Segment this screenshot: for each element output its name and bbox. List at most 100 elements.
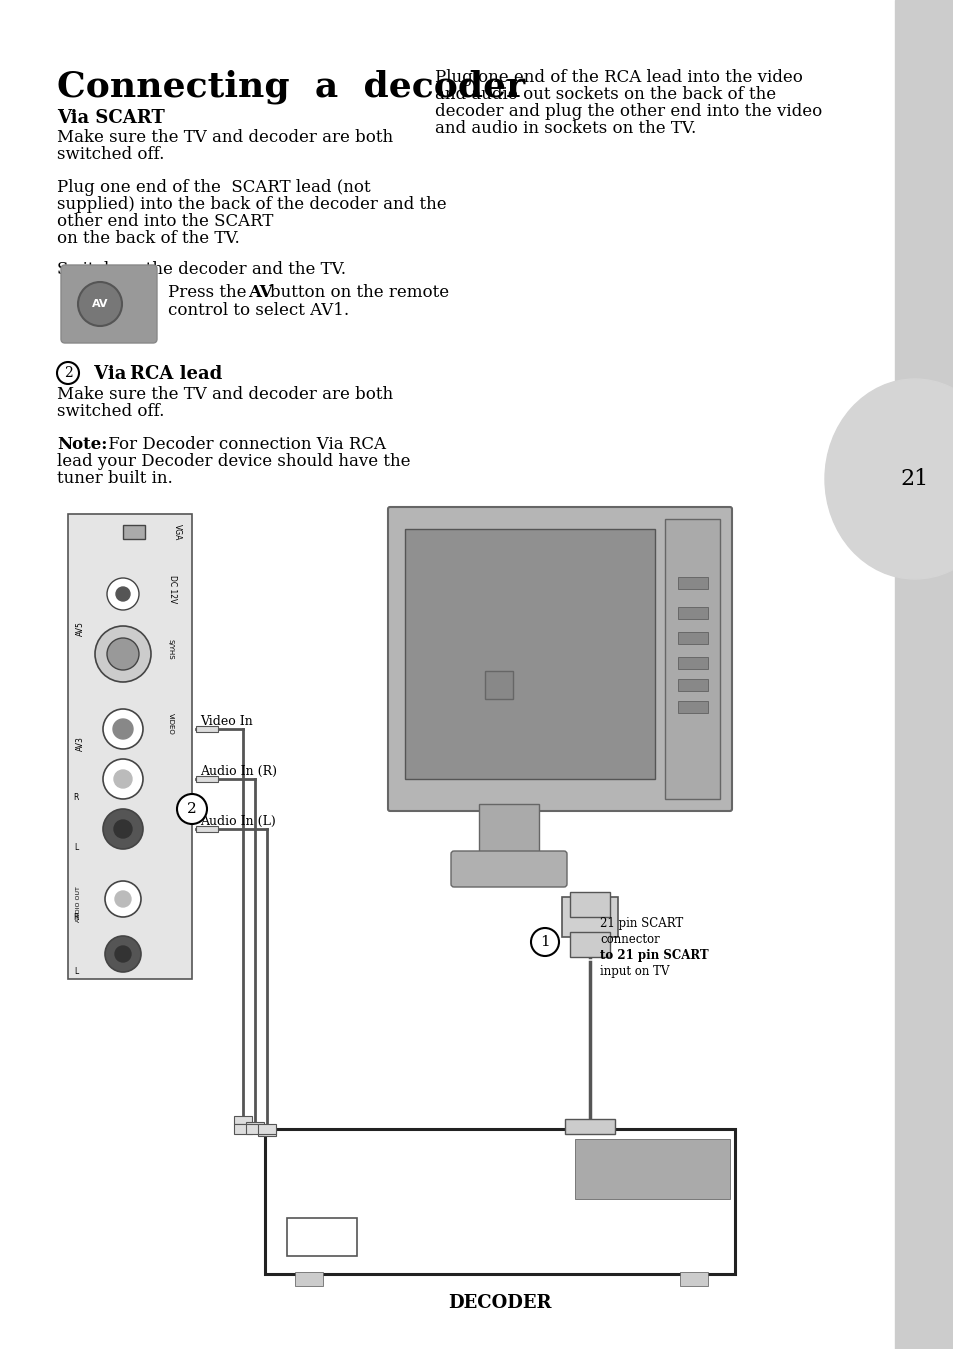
Circle shape [103,759,143,799]
Text: Note:: Note: [57,436,108,453]
Bar [195,726,218,733]
Circle shape [177,795,207,824]
Circle shape [105,881,141,917]
Bar [678,631,707,643]
Bar [678,607,707,619]
Circle shape [103,809,143,849]
FancyBboxPatch shape [388,507,731,811]
Text: Make sure the TV and decoder are both: Make sure the TV and decoder are both [57,130,393,146]
Text: Via: Via [88,366,132,383]
Text: Video In: Video In [200,715,253,728]
Text: tuner built in.: tuner built in. [57,469,172,487]
FancyBboxPatch shape [61,264,157,343]
Text: 21: 21 [900,468,928,490]
Circle shape [113,820,132,838]
Bar [257,1124,275,1135]
Bar [575,1139,729,1199]
Text: AV3: AV3 [76,737,85,751]
Text: L: L [73,843,78,851]
Bar [123,525,145,540]
Circle shape [78,282,122,326]
Circle shape [57,362,79,384]
Bar [678,657,707,669]
Text: button on the remote: button on the remote [270,285,449,301]
Text: switched off.: switched off. [57,403,164,420]
Bar [405,529,655,778]
Text: 2: 2 [187,803,196,816]
Text: AV: AV [91,299,108,309]
Text: to 21 pin SCART: to 21 pin SCART [599,948,708,962]
Bar [478,804,538,859]
Bar [678,577,707,590]
Text: control to select AV1.: control to select AV1. [168,302,349,318]
Bar [484,670,513,699]
Text: lead your Decoder device should have the: lead your Decoder device should have the [57,453,410,469]
Bar [265,1129,734,1273]
Text: R: R [73,792,78,801]
Text: Switch on the decoder and the TV.: Switch on the decoder and the TV. [57,260,346,278]
Text: switched off.: switched off. [57,146,164,163]
Text: Audio In (R): Audio In (R) [200,765,276,778]
Text: and audio out sockets on the back of the: and audio out sockets on the back of the [435,86,776,103]
Bar [678,679,707,691]
Text: RCA lead: RCA lead [130,366,222,383]
Text: on the back of the TV.: on the back of the TV. [57,229,239,247]
Bar [679,1272,707,1286]
Bar [195,826,218,832]
Bar [233,1124,252,1135]
Circle shape [112,719,132,739]
Text: AV: AV [248,285,273,301]
Text: R: R [73,912,78,921]
Bar [664,519,720,799]
Bar [569,932,609,956]
Text: Via SCART: Via SCART [57,109,165,127]
Bar [294,1272,323,1286]
Text: Connecting  a  decoder: Connecting a decoder [57,69,524,104]
Text: Plug one end of the RCA lead into the video: Plug one end of the RCA lead into the vi… [435,69,802,86]
Text: Plug one end of the  SCART lead (not: Plug one end of the SCART lead (not [57,179,370,196]
Text: VIDEO: VIDEO [168,714,173,735]
Circle shape [116,587,130,602]
Text: Press the: Press the [168,285,252,301]
Ellipse shape [824,379,953,579]
Circle shape [103,710,143,749]
Text: VGA: VGA [172,523,182,541]
Bar [678,701,707,714]
Circle shape [113,770,132,788]
Bar [257,1128,275,1136]
Text: decoder and plug the other end into the video: decoder and plug the other end into the … [435,103,821,120]
Text: For Decoder connection Via RCA: For Decoder connection Via RCA [103,436,386,453]
Bar [68,514,192,979]
Bar [233,1116,252,1124]
Text: DC 12V: DC 12V [168,575,177,603]
Text: Audio In (L): Audio In (L) [200,815,275,828]
Circle shape [105,936,141,973]
Circle shape [95,626,151,683]
Text: 2: 2 [64,366,72,380]
Text: and audio in sockets on the TV.: and audio in sockets on the TV. [435,120,696,138]
Text: supplied) into the back of the decoder and the: supplied) into the back of the decoder a… [57,196,446,213]
Text: AV5: AV5 [76,622,85,637]
Text: input on TV: input on TV [599,965,669,978]
Circle shape [107,577,139,610]
Text: 1: 1 [539,935,549,948]
FancyBboxPatch shape [451,851,566,888]
Text: Make sure the TV and decoder are both: Make sure the TV and decoder are both [57,386,393,403]
Text: S/YHS: S/YHS [168,638,173,660]
Circle shape [107,638,139,670]
Text: other end into the SCART: other end into the SCART [57,213,274,229]
Bar [894,0,953,1349]
Circle shape [531,928,558,956]
Text: L: L [73,967,78,977]
Bar [569,892,609,917]
Bar [246,1122,264,1130]
Text: connector: connector [599,934,659,946]
Circle shape [115,890,131,907]
Text: DECODER: DECODER [448,1294,551,1313]
Bar [246,1124,264,1135]
Circle shape [115,946,131,962]
Bar [287,1218,356,1256]
Bar [561,897,618,938]
Text: AUDIO OUT: AUDIO OUT [76,886,81,921]
Text: 21 pin SCART: 21 pin SCART [599,917,682,929]
